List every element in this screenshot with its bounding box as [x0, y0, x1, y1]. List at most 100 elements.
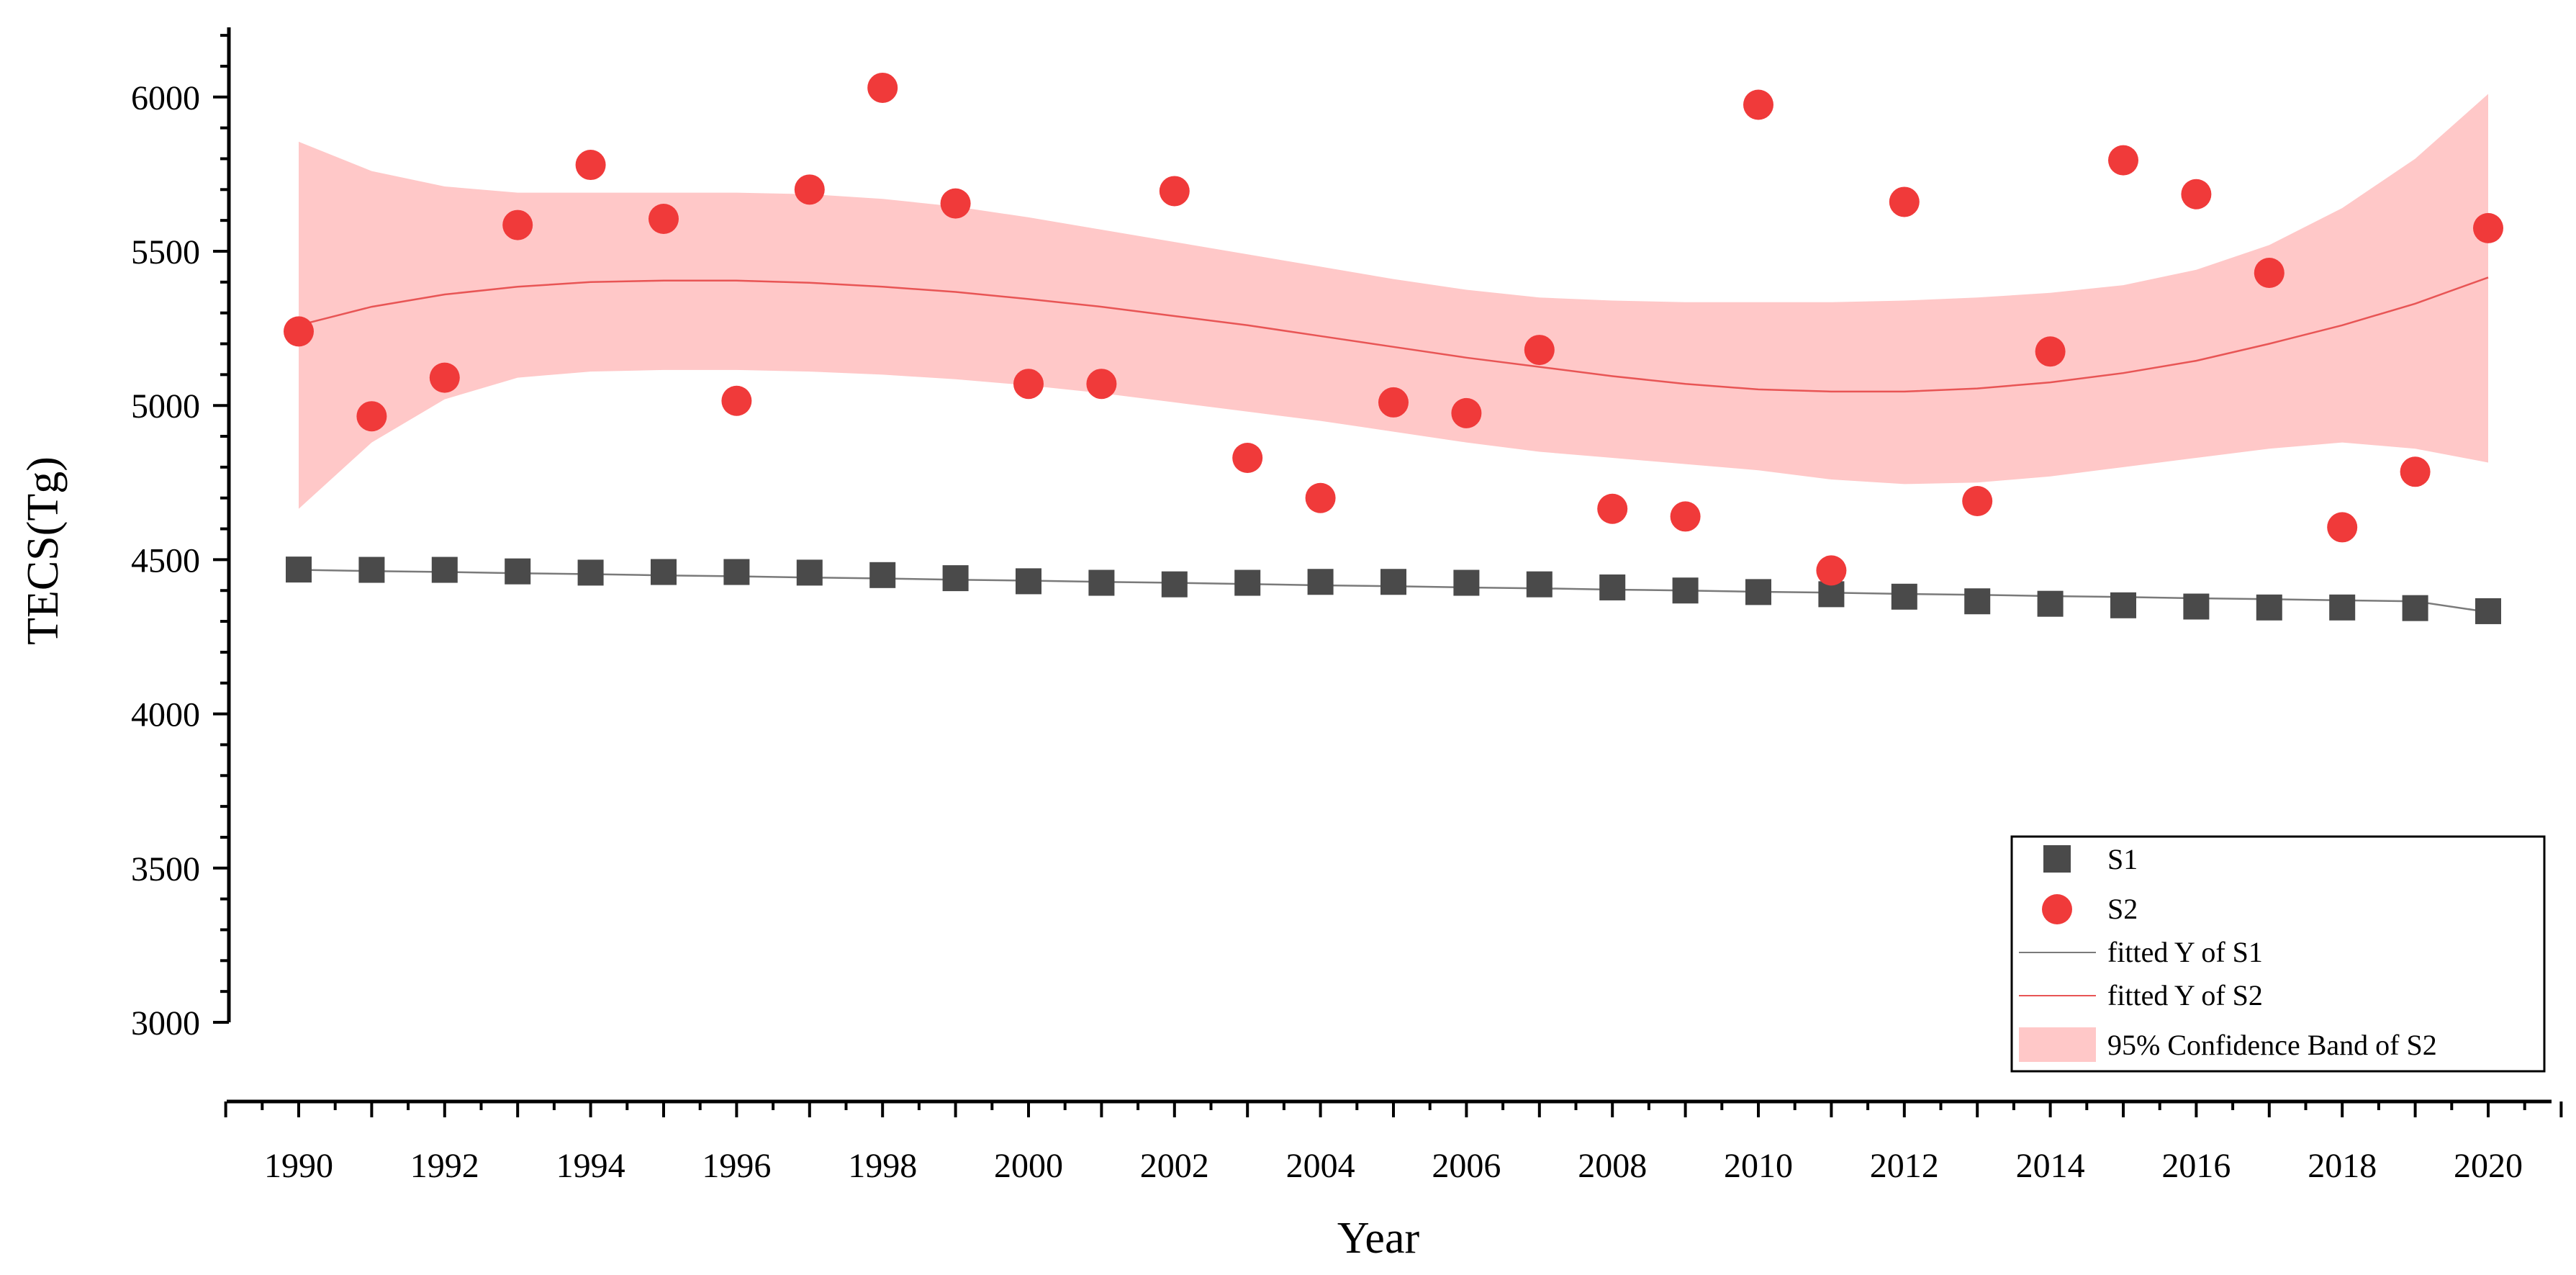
point-s1: [869, 562, 896, 588]
point-s1: [431, 557, 458, 583]
legend-swatch-band: [2019, 1027, 2096, 1062]
point-s2: [1889, 186, 1920, 217]
point-s2: [575, 150, 606, 181]
point-s1: [1380, 569, 1406, 595]
point-s2: [429, 362, 460, 393]
axes-layer: [227, 27, 2552, 1104]
point-s2: [284, 316, 314, 347]
point-s2: [1086, 369, 1117, 400]
point-s2: [2473, 212, 2503, 243]
legend-label-fit-s1: fitted Y of S1: [2107, 936, 2263, 968]
point-s2: [1305, 482, 1336, 513]
point-s2: [1816, 555, 1847, 586]
x-tick-label: 1996: [702, 1147, 771, 1185]
x-tick-label: 2008: [1578, 1147, 1647, 1185]
point-s1: [2037, 590, 2064, 617]
x-tick-label: 2010: [1724, 1147, 1793, 1185]
y-tick-label: 3000: [131, 1004, 200, 1042]
x-tick-label: 2000: [994, 1147, 1063, 1185]
point-s2: [2108, 145, 2138, 176]
x-tick-label: 2016: [2161, 1147, 2231, 1185]
point-s1: [1964, 588, 1991, 615]
point-s1: [1234, 569, 1261, 596]
point-s1: [1088, 569, 1115, 596]
legend: S1 S2 fitted Y of S1 fitted Y of S2 95% …: [2010, 835, 2546, 1073]
point-s1: [651, 559, 677, 585]
point-s1: [1745, 579, 1771, 605]
y-tick-label: 6000: [131, 79, 200, 117]
x-tick-label: 2006: [1432, 1147, 1501, 1185]
x-tick-label: 1998: [848, 1147, 917, 1185]
point-s1: [1161, 571, 1188, 598]
confidence-band-layer: [299, 94, 2488, 509]
y-tick-label: 4500: [131, 541, 200, 580]
legend-marker-s1: [2043, 845, 2071, 873]
x-axis-title: Year: [1337, 1214, 1420, 1263]
x-tick-label: 2020: [2454, 1147, 2523, 1185]
confidence-band-s2: [299, 94, 2488, 509]
point-s2: [1378, 387, 1409, 418]
point-s1: [1672, 577, 1699, 604]
point-s2: [502, 210, 533, 240]
legend-label-fit-s2: fitted Y of S2: [2107, 979, 2263, 1012]
point-s1: [2256, 594, 2282, 621]
point-s2: [721, 385, 752, 416]
point-s1: [796, 559, 823, 586]
point-s1: [942, 565, 969, 592]
y-tick-label: 4000: [131, 696, 200, 734]
point-s2: [1451, 397, 1482, 428]
x-ticks-layer: 1990 1992 1994 1996 1998 2000 2002 2004 2006 2008…: [224, 1101, 2563, 1185]
point-s1: [1307, 569, 1334, 595]
y-tick-label: 3500: [131, 850, 200, 888]
points-layer: [284, 72, 2503, 624]
point-s1: [286, 557, 312, 583]
x-tick-label: 2004: [1286, 1147, 1355, 1185]
point-s1: [1453, 569, 1480, 596]
point-s1: [2110, 592, 2136, 618]
point-s1: [2402, 595, 2428, 621]
point-s2: [1597, 493, 1628, 524]
point-s1: [2475, 598, 2501, 624]
point-s2: [2327, 512, 2358, 543]
x-tick-label: 2018: [2308, 1147, 2377, 1185]
legend-label-band: 95% Confidence Band of S2: [2107, 1029, 2437, 1061]
legend-marker-s2: [2042, 894, 2072, 924]
point-s1: [2183, 593, 2210, 620]
x-tick-label: 2014: [2016, 1147, 2085, 1185]
point-s1: [1599, 574, 1626, 600]
point-s2: [1670, 501, 1701, 532]
x-tick-label: 1990: [264, 1147, 333, 1185]
point-s1: [577, 559, 604, 586]
point-s1: [1891, 583, 1917, 610]
x-tick-label: 2002: [1140, 1147, 1209, 1185]
point-s1: [1526, 571, 1553, 598]
point-s2: [1743, 89, 1773, 120]
x-tick-label: 1992: [410, 1147, 479, 1185]
point-s2: [940, 188, 971, 219]
point-s1: [1016, 568, 1041, 595]
point-s2: [648, 204, 679, 235]
point-s1: [505, 558, 531, 585]
fit-line-s2: [298, 276, 2489, 393]
point-s2: [1159, 176, 1190, 207]
point-s2: [2400, 456, 2431, 487]
point-s1: [358, 557, 385, 583]
y-axis-title: TECS(Tg): [19, 456, 68, 645]
point-s1: [2329, 594, 2356, 621]
point-s2: [2181, 179, 2212, 210]
x-tick-label: 1994: [556, 1147, 625, 1185]
y-tick-label: 5500: [131, 233, 200, 271]
point-s2: [1524, 335, 1555, 366]
point-s2: [867, 72, 898, 103]
x-tick-label: 2012: [1870, 1147, 1939, 1185]
y-ticks-layer: 3000 3500 4000 4500 5000 5500 6000: [131, 34, 229, 1042]
point-s2: [356, 401, 387, 432]
point-s2: [1962, 486, 1993, 517]
point-s1: [723, 559, 750, 585]
legend-label-s2: S2: [2107, 893, 2138, 925]
point-s2: [2035, 336, 2066, 367]
point-s2: [794, 174, 825, 205]
legend-box: [2010, 835, 2546, 1073]
point-s2: [1013, 369, 1044, 400]
